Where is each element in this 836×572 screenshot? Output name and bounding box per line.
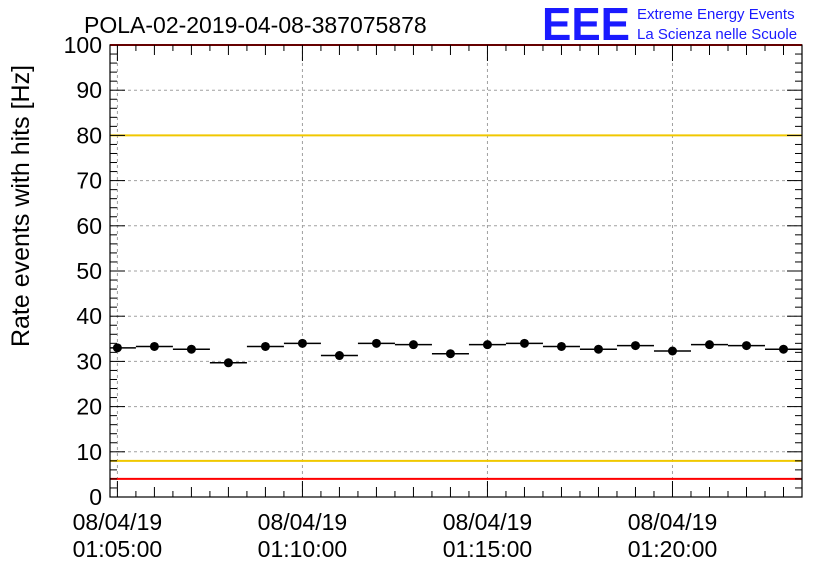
y-tick-label: 20 [76, 394, 102, 420]
data-point [741, 341, 751, 351]
data-point [667, 346, 677, 356]
data-point [556, 341, 566, 351]
data-point [223, 358, 233, 368]
x-tick-date: 08/04/19 [73, 509, 163, 535]
y-tick-label: 70 [76, 168, 102, 194]
y-tick-label: 30 [76, 348, 102, 374]
chart-title: POLA-02-2019-04-08-387075878 [84, 12, 427, 38]
y-tick-label: 40 [76, 303, 102, 329]
x-tick-time: 01:15:00 [443, 536, 533, 562]
data-point [593, 344, 603, 354]
x-tick-time: 01:20:00 [628, 536, 718, 562]
data-point [297, 338, 307, 348]
y-tick-label: 10 [76, 439, 102, 465]
x-tick-time: 01:05:00 [73, 536, 163, 562]
data-point [334, 351, 344, 361]
logo-line-1: Extreme Energy Events [637, 6, 795, 23]
data-point [482, 340, 492, 350]
data-point [112, 343, 122, 353]
y-tick-label: 50 [76, 258, 102, 284]
y-tick-label: 60 [76, 213, 102, 239]
x-tick-date: 08/04/19 [628, 509, 718, 535]
y-tick-label: 100 [64, 32, 102, 58]
eee-logo: EEE Extreme Energy Events La Scienza nel… [542, 0, 797, 50]
logo-letters: EEE [542, 0, 630, 50]
logo-line-2: La Scienza nelle Scuole [637, 26, 797, 43]
data-point [519, 338, 529, 348]
data-point [371, 338, 381, 348]
data-point [630, 341, 640, 351]
x-tick-date: 08/04/19 [258, 509, 348, 535]
y-axis-label: Rate events with hits [Hz] [7, 65, 35, 347]
data-point [704, 340, 714, 350]
data-point [260, 341, 270, 351]
y-tick-label: 0 [89, 484, 102, 510]
y-tick-label: 80 [76, 122, 102, 148]
data-point [778, 344, 788, 354]
data-point [149, 341, 159, 351]
x-tick-time: 01:10:00 [258, 536, 348, 562]
data-point [186, 344, 196, 354]
x-tick-date: 08/04/19 [443, 509, 533, 535]
data-point [445, 349, 455, 359]
y-tick-label: 90 [76, 77, 102, 103]
data-point [408, 340, 418, 350]
